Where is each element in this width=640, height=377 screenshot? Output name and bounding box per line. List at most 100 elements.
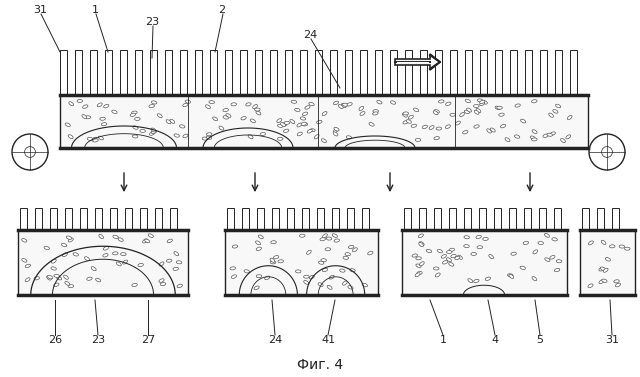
Bar [180, 50, 187, 95]
Bar [225, 230, 378, 295]
Ellipse shape [277, 119, 282, 123]
Ellipse shape [499, 113, 504, 116]
Ellipse shape [322, 112, 327, 116]
Ellipse shape [83, 105, 88, 108]
Ellipse shape [566, 135, 571, 139]
Ellipse shape [174, 134, 179, 137]
Bar [302, 208, 309, 230]
Ellipse shape [599, 280, 604, 284]
Bar [402, 230, 567, 295]
Bar [612, 208, 619, 230]
Bar [105, 50, 112, 95]
Ellipse shape [301, 122, 307, 126]
Ellipse shape [22, 259, 27, 262]
Ellipse shape [553, 110, 558, 113]
Ellipse shape [500, 124, 506, 128]
Ellipse shape [561, 138, 565, 143]
Bar [509, 208, 516, 230]
Ellipse shape [113, 252, 118, 255]
Ellipse shape [67, 236, 72, 239]
Ellipse shape [51, 267, 56, 270]
Ellipse shape [451, 254, 456, 258]
Ellipse shape [157, 114, 162, 118]
Ellipse shape [442, 261, 448, 264]
Ellipse shape [103, 254, 108, 257]
Ellipse shape [441, 254, 446, 258]
Ellipse shape [133, 126, 138, 129]
Ellipse shape [219, 126, 224, 130]
Bar [405, 50, 412, 95]
Ellipse shape [103, 247, 109, 250]
Bar [242, 208, 249, 230]
Text: 23: 23 [91, 335, 105, 345]
Ellipse shape [360, 112, 365, 115]
Ellipse shape [495, 106, 500, 110]
Bar [80, 208, 87, 230]
Bar [18, 230, 188, 295]
Ellipse shape [278, 260, 284, 263]
Ellipse shape [523, 241, 529, 244]
Ellipse shape [538, 242, 543, 245]
Ellipse shape [309, 275, 314, 279]
Bar [434, 208, 441, 230]
Ellipse shape [342, 103, 348, 106]
Bar [479, 208, 486, 230]
Ellipse shape [85, 116, 91, 119]
Ellipse shape [333, 132, 338, 136]
Ellipse shape [148, 234, 154, 238]
Bar [375, 50, 382, 95]
Ellipse shape [614, 280, 620, 283]
Ellipse shape [307, 129, 312, 133]
Bar [360, 50, 367, 95]
Bar [225, 50, 232, 95]
Bar [525, 50, 532, 95]
Ellipse shape [601, 240, 606, 244]
Ellipse shape [554, 268, 560, 272]
Bar [315, 50, 322, 95]
Ellipse shape [340, 269, 345, 272]
Bar [170, 208, 177, 230]
Ellipse shape [353, 248, 357, 252]
Ellipse shape [321, 139, 326, 143]
Ellipse shape [282, 123, 287, 126]
Ellipse shape [259, 235, 263, 239]
Ellipse shape [547, 133, 552, 136]
Ellipse shape [112, 110, 117, 113]
Text: 24: 24 [303, 30, 317, 40]
Ellipse shape [508, 274, 513, 277]
Ellipse shape [166, 259, 172, 262]
Bar [75, 50, 82, 95]
Bar [210, 50, 217, 95]
Ellipse shape [334, 127, 339, 131]
Bar [540, 50, 547, 95]
Ellipse shape [485, 277, 491, 280]
Ellipse shape [280, 123, 285, 126]
Ellipse shape [426, 249, 431, 253]
Bar [450, 50, 457, 95]
Ellipse shape [174, 251, 179, 256]
Bar [554, 208, 561, 230]
Ellipse shape [456, 121, 460, 125]
Bar [240, 50, 247, 95]
Ellipse shape [447, 258, 451, 262]
Ellipse shape [92, 137, 97, 141]
Ellipse shape [438, 100, 444, 103]
Ellipse shape [343, 256, 349, 259]
Ellipse shape [445, 102, 451, 106]
Ellipse shape [327, 285, 332, 289]
Bar [317, 208, 324, 230]
Ellipse shape [434, 136, 440, 140]
Ellipse shape [556, 104, 561, 108]
Ellipse shape [545, 258, 550, 261]
Ellipse shape [270, 261, 276, 264]
Ellipse shape [207, 133, 212, 136]
Ellipse shape [63, 253, 67, 257]
Ellipse shape [82, 115, 86, 119]
Ellipse shape [303, 275, 309, 278]
Ellipse shape [177, 261, 182, 264]
Ellipse shape [170, 120, 175, 123]
Ellipse shape [467, 108, 472, 112]
Ellipse shape [323, 234, 327, 238]
Ellipse shape [309, 103, 314, 106]
Ellipse shape [113, 235, 118, 239]
